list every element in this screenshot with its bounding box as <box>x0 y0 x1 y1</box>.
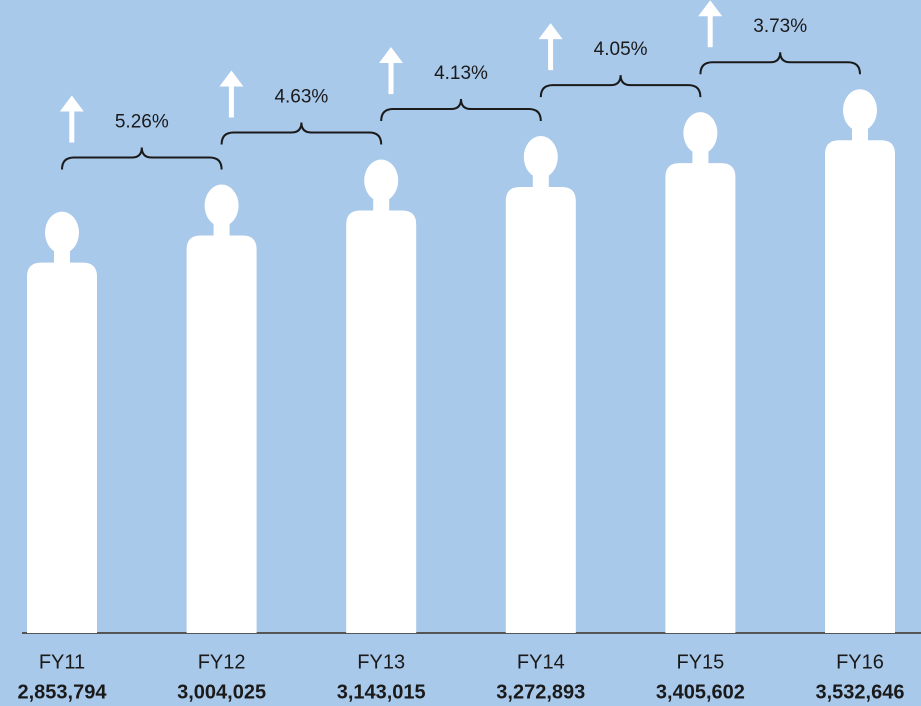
value-label: 3,143,015 <box>337 681 426 703</box>
arrow-head <box>698 0 723 17</box>
growth-label: 4.05% <box>594 39 648 60</box>
head <box>683 112 718 155</box>
bar <box>186 235 257 633</box>
brace <box>61 147 223 170</box>
brace <box>539 75 702 98</box>
value-label: 3,405,602 <box>656 681 745 703</box>
arrow-head <box>59 95 84 112</box>
bar <box>505 187 576 633</box>
brace <box>699 52 861 75</box>
head <box>364 159 399 202</box>
neck <box>213 223 230 238</box>
value-label: 3,272,893 <box>496 681 585 703</box>
growth-label: 4.13% <box>434 63 488 84</box>
arrow-head <box>538 23 563 40</box>
value-label: 3,532,646 <box>816 681 905 703</box>
x-tick-label: FY12 <box>198 651 246 673</box>
neck <box>852 128 868 143</box>
x-tick-label: FY15 <box>676 651 724 673</box>
arrow-head <box>219 70 244 87</box>
x-tick-label: FY11 <box>39 651 85 673</box>
growth-label: 3.73% <box>753 16 807 37</box>
neck <box>54 250 70 265</box>
bar <box>346 210 417 633</box>
growth-label: 5.26% <box>115 112 169 133</box>
x-tick-label: FY13 <box>357 651 405 673</box>
head <box>523 136 558 179</box>
brace <box>380 99 542 122</box>
bar <box>27 262 97 633</box>
bar <box>665 163 736 633</box>
head <box>204 184 239 227</box>
neck <box>692 151 709 166</box>
brace <box>220 122 383 145</box>
neck <box>373 198 390 213</box>
head <box>45 211 79 254</box>
x-tick-label: FY14 <box>517 651 565 673</box>
neck <box>532 175 549 190</box>
growth-label: 4.63% <box>274 86 328 107</box>
arrow-head <box>379 47 403 64</box>
value-label: 3,004,025 <box>177 681 266 703</box>
x-tick-label: FY16 <box>836 651 884 673</box>
bar <box>825 140 895 634</box>
head <box>843 89 877 132</box>
value-label: 2,853,794 <box>18 681 108 703</box>
